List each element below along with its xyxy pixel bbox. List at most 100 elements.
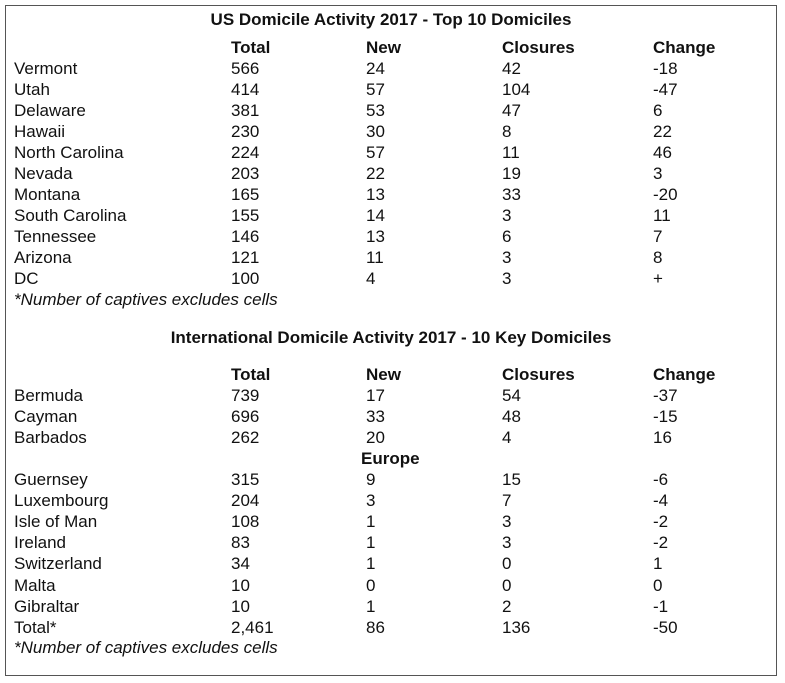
cell-change: 22 [653, 122, 672, 141]
table-row: Luxembourg 204 3 7 -4 [6, 490, 776, 511]
cell-new: 86 [366, 617, 385, 637]
cell-change: + [653, 269, 663, 288]
intl-header-new: New [366, 365, 401, 384]
us-header-closures: Closures [502, 38, 575, 57]
cell-closures: 104 [502, 80, 531, 99]
cell-domicile: Montana [14, 185, 81, 204]
cell-change: 46 [653, 143, 672, 162]
cell-new: 3 [366, 491, 376, 511]
us-header-new: New [366, 38, 401, 57]
intl-header-total: Total [231, 365, 271, 384]
cell-domicile: Total* [14, 617, 57, 637]
cell-new: 20 [366, 428, 385, 447]
cell-domicile: Hawaii [14, 122, 66, 141]
table-row: Isle of Man 108 1 3 -2 [6, 511, 776, 532]
cell-new: 33 [366, 407, 385, 426]
cell-total: 381 [231, 101, 260, 120]
table-row: Utah 414 57 104 -47 [6, 79, 776, 100]
cell-new: 14 [366, 206, 385, 225]
cell-domicile: Delaware [14, 101, 86, 120]
cell-new: 53 [366, 101, 385, 120]
cell-new: 24 [366, 59, 385, 78]
cell-total: 203 [231, 164, 260, 183]
cell-closures: 8 [502, 122, 512, 141]
cell-closures: 136 [502, 617, 531, 637]
cell-total: 10 [231, 575, 250, 595]
cell-change: 6 [653, 101, 663, 120]
cell-change: -4 [653, 491, 669, 511]
table-row: Barbados 262 20 4 16 [6, 427, 776, 448]
domicile-activity-panel: US Domicile Activity 2017 - Top 10 Domic… [5, 5, 777, 676]
cell-closures: 15 [502, 470, 521, 489]
cell-closures: 3 [502, 533, 512, 553]
table-row: Gibraltar 10 1 2 -1 [6, 596, 776, 617]
cell-change: -37 [653, 386, 678, 405]
cell-new: 13 [366, 185, 385, 204]
cell-change: -6 [653, 470, 669, 489]
cell-closures: 3 [502, 206, 512, 225]
cell-domicile: Cayman [14, 407, 78, 426]
cell-change: 1 [653, 554, 663, 574]
cell-domicile: Utah [14, 80, 50, 99]
cell-new: 11 [366, 248, 384, 267]
cell-domicile: Vermont [14, 59, 78, 78]
cell-total: 10 [231, 596, 250, 616]
intl-header-closures: Closures [502, 365, 575, 384]
table-row: Bermuda 739 17 54 -37 [6, 385, 776, 406]
table-row: Switzerland 34 1 0 1 [6, 553, 776, 574]
cell-total: 2,461 [231, 617, 274, 637]
cell-domicile: Malta [14, 575, 56, 595]
cell-closures: 6 [502, 227, 512, 246]
cell-change: 3 [653, 164, 663, 183]
cell-domicile: DC [14, 269, 39, 288]
cell-closures: 0 [502, 554, 512, 574]
cell-closures: 3 [502, 512, 512, 532]
cell-total: 224 [231, 143, 260, 162]
cell-new: 1 [366, 512, 376, 532]
intl-footnote: *Number of captives excludes cells [14, 638, 278, 657]
cell-new: 4 [366, 269, 376, 288]
cell-total: 83 [231, 533, 250, 553]
table-row: Arizona 121 11 3 8 [6, 247, 776, 268]
cell-total: 204 [231, 491, 260, 511]
cell-total: 165 [231, 185, 260, 204]
cell-closures: 33 [502, 185, 521, 204]
cell-change: 8 [653, 248, 663, 267]
table-row: Delaware 381 53 47 6 [6, 100, 776, 121]
cell-total: 230 [231, 122, 260, 141]
cell-new: 0 [366, 575, 376, 595]
cell-new: 9 [366, 470, 376, 489]
cell-total: 146 [231, 227, 260, 246]
cell-domicile: Tennessee [14, 227, 97, 246]
cell-closures: 54 [502, 386, 521, 405]
cell-new: 57 [366, 143, 385, 162]
cell-change: 7 [653, 227, 663, 246]
cell-total: 696 [231, 407, 260, 426]
cell-closures: 2 [502, 596, 512, 616]
cell-total: 739 [231, 386, 260, 405]
table-row: Malta 10 0 0 0 [6, 575, 776, 596]
cell-closures: 3 [502, 248, 512, 267]
cell-new: 1 [366, 596, 376, 616]
us-table-title: US Domicile Activity 2017 - Top 10 Domic… [210, 10, 572, 29]
table-row: Montana 165 13 33 -20 [6, 184, 776, 205]
table-row: Cayman 696 33 48 -15 [6, 406, 776, 427]
cell-closures: 11 [502, 143, 520, 162]
table-row: Guernsey 315 9 15 -6 [6, 469, 776, 490]
cell-domicile: Ireland [14, 533, 66, 553]
table-row: Nevada 203 22 19 3 [6, 163, 776, 184]
cell-change: -20 [653, 185, 678, 204]
cell-total: 155 [231, 206, 260, 225]
cell-new: 22 [366, 164, 385, 183]
cell-change: -15 [653, 407, 678, 426]
us-header-total: Total [231, 38, 271, 57]
cell-domicile: North Carolina [14, 143, 124, 162]
cell-new: 1 [366, 554, 376, 574]
cell-new: 17 [366, 386, 385, 405]
cell-total: 315 [231, 470, 260, 489]
cell-domicile: Switzerland [14, 554, 102, 574]
cell-closures: 48 [502, 407, 521, 426]
cell-total: 121 [231, 248, 260, 267]
cell-domicile: Barbados [14, 428, 87, 447]
cell-domicile: Isle of Man [14, 512, 98, 532]
